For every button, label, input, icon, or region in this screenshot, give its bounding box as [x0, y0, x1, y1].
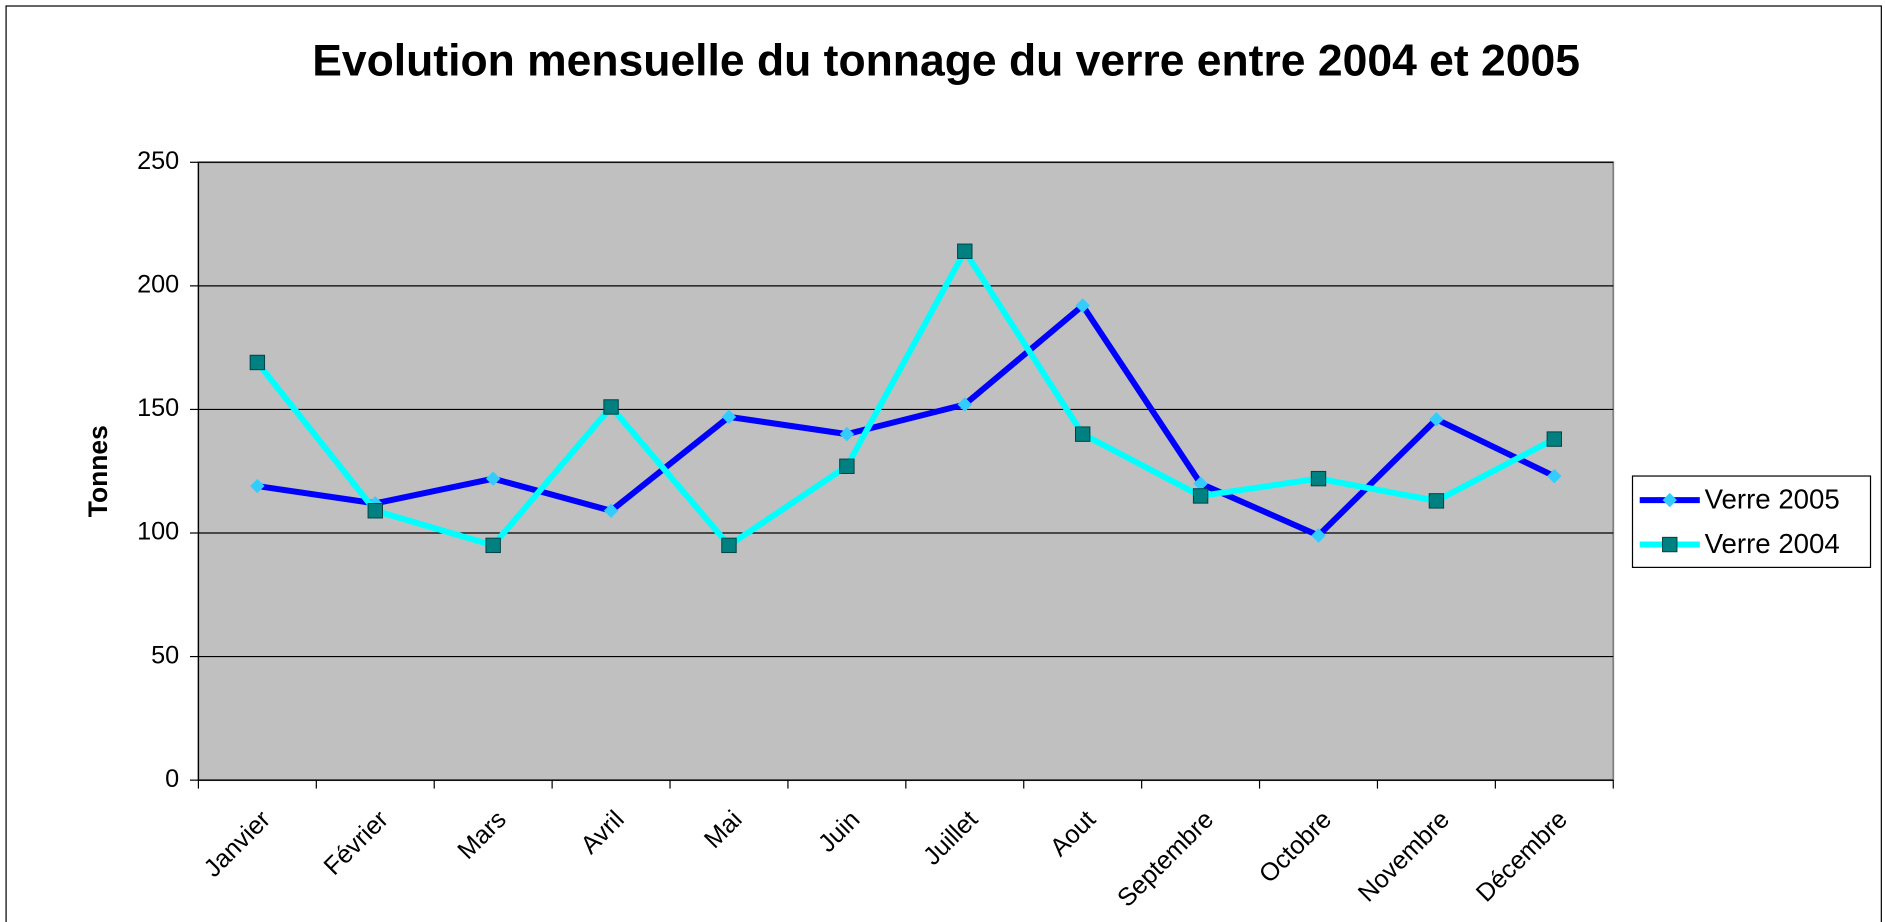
point	[839, 458, 855, 474]
point	[485, 471, 501, 486]
point	[957, 243, 973, 259]
legend-label: Verre 2005	[1705, 484, 1840, 515]
point	[1429, 412, 1444, 427]
y-tick-label: 50	[151, 641, 179, 669]
point	[1310, 470, 1327, 487]
point	[721, 537, 737, 554]
y-tick-label: 200	[137, 271, 179, 299]
point	[839, 426, 855, 442]
point	[1193, 476, 1208, 491]
plot-area	[197, 161, 1615, 782]
point	[603, 399, 619, 415]
point	[367, 503, 383, 519]
point	[721, 409, 737, 425]
point	[1546, 431, 1563, 447]
point	[957, 397, 973, 412]
y-tick-label: 150	[137, 394, 179, 422]
y-tick-label: 100	[137, 518, 179, 546]
point	[1428, 493, 1445, 509]
y-tick-label: 0	[165, 765, 179, 793]
legend-label: Verre 2004	[1705, 528, 1840, 559]
point	[1074, 426, 1091, 442]
chart-title: Evolution mensuelle du tonnage du verre …	[312, 36, 1580, 85]
point	[249, 354, 266, 371]
point	[1192, 488, 1209, 504]
legend-marker	[1662, 536, 1678, 553]
series-line	[255, 248, 1556, 549]
y-axis-label: Tonnes	[83, 425, 113, 517]
point	[250, 478, 265, 494]
point	[1075, 298, 1090, 313]
point	[1547, 468, 1562, 484]
point	[485, 537, 501, 554]
series-line	[256, 302, 1556, 539]
y-tick-label: 250	[137, 147, 179, 175]
point	[1311, 528, 1326, 543]
